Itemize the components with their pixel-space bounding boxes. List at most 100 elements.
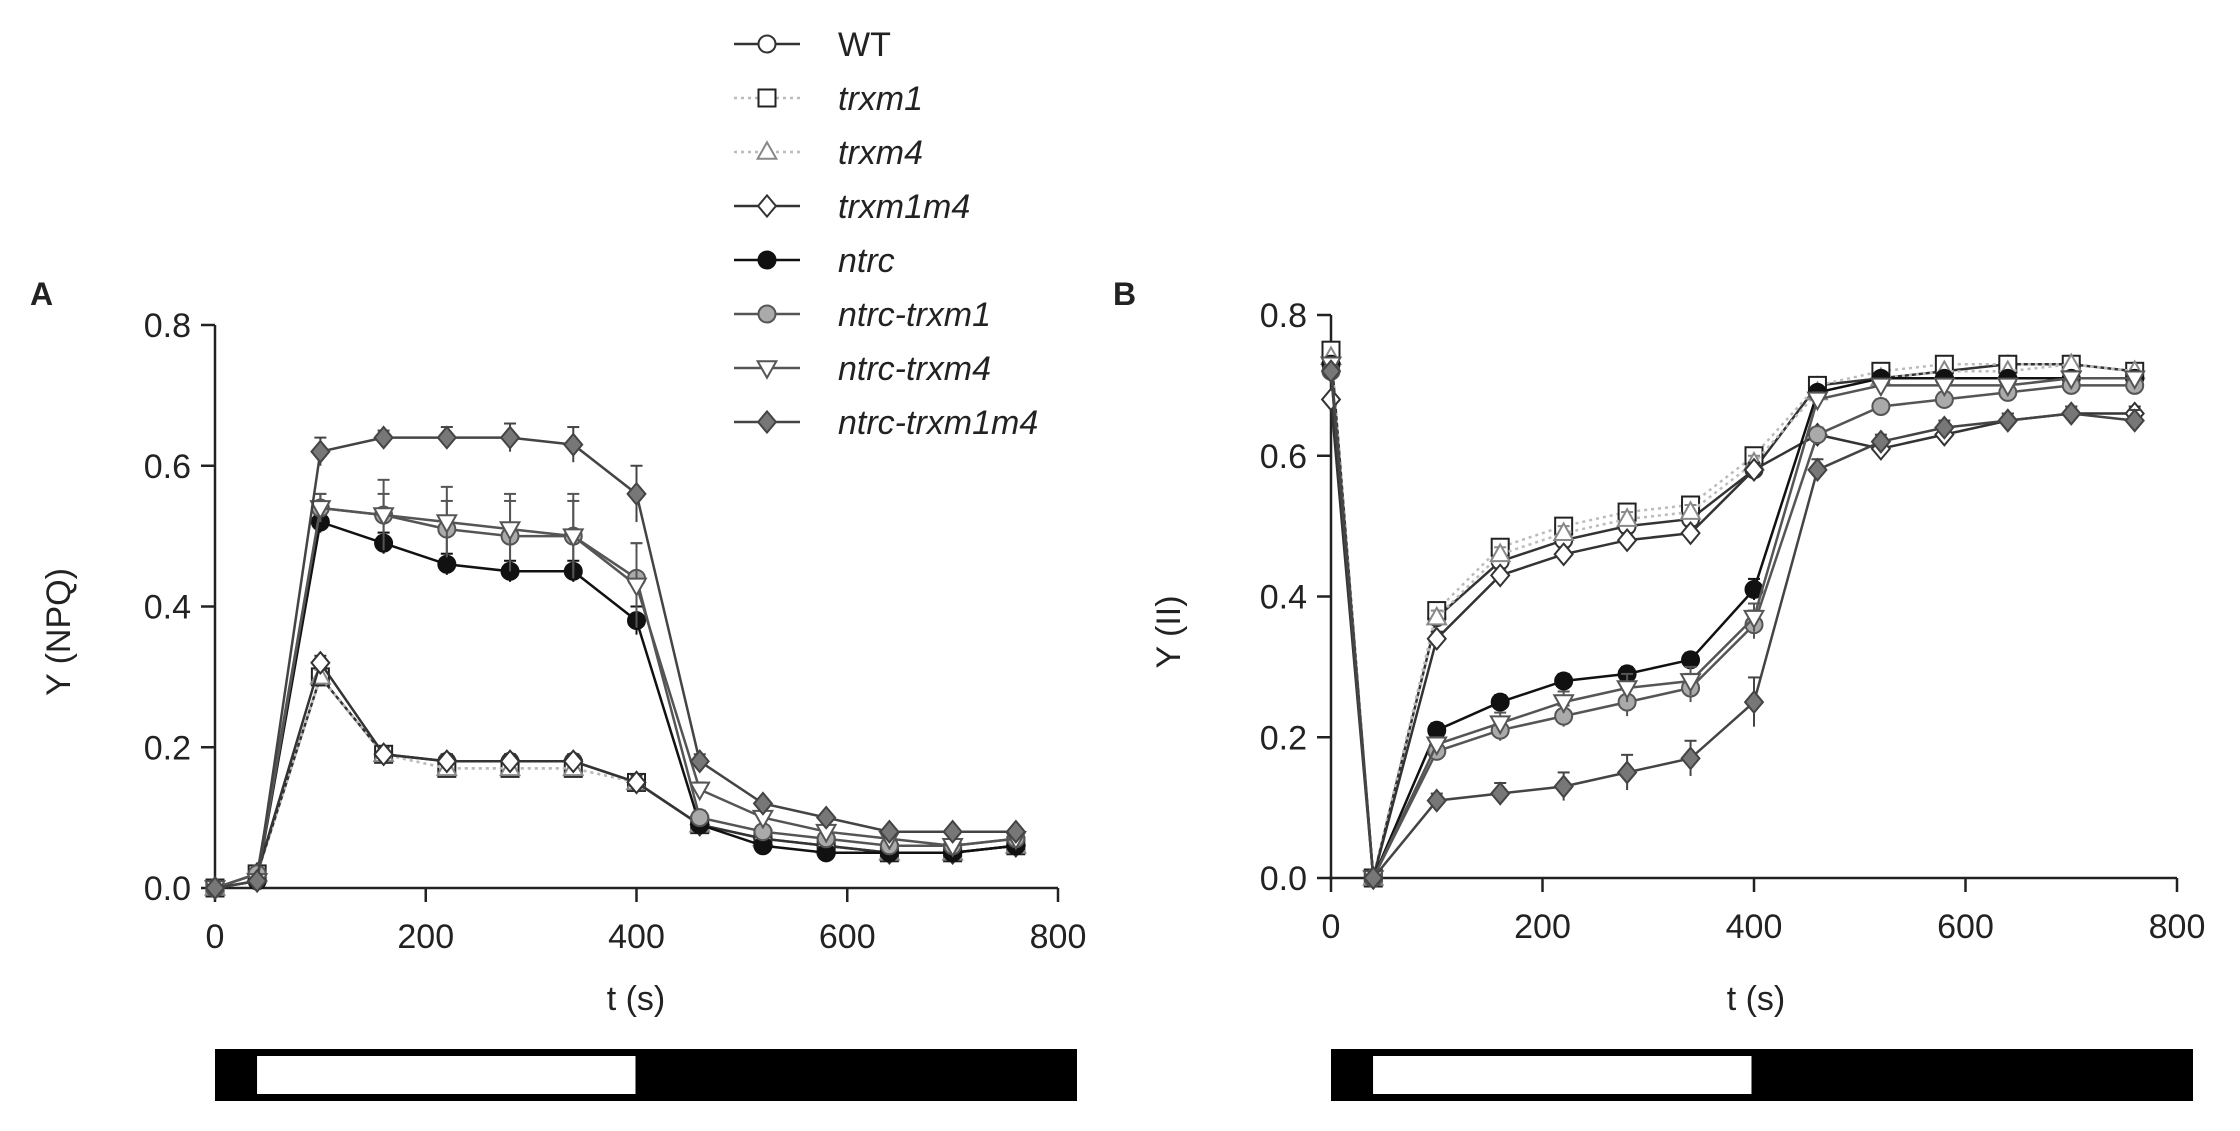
data-point — [625, 577, 648, 598]
legend-label: ntrc-trxm1m4 — [838, 404, 1038, 442]
data-point — [309, 500, 332, 520]
x-tick-label: 600 — [1937, 908, 1994, 946]
series-line — [1329, 350, 2135, 879]
data-point — [1807, 425, 1827, 445]
y-tick-label: 0.6 — [1260, 438, 1307, 476]
data-point — [2123, 370, 2146, 391]
data-point — [879, 819, 900, 844]
data-point — [688, 781, 711, 802]
data-point — [1426, 626, 1447, 651]
data-point — [1489, 563, 1511, 588]
y-tick-label: 0.4 — [1260, 579, 1307, 617]
data-point — [1680, 520, 1701, 546]
data-point — [373, 425, 394, 450]
data-point — [1489, 781, 1511, 806]
legend-marker — [756, 193, 778, 219]
series-ntrc-trxm1m4 — [1320, 359, 2145, 891]
data-point — [1552, 521, 1575, 541]
data-point — [815, 805, 837, 830]
data-point — [1425, 605, 1448, 626]
panel-letter-b: B — [1113, 276, 1136, 312]
legend-item-trxm4: trxm4 — [734, 134, 923, 172]
data-point — [1552, 694, 1575, 714]
legend-marker — [757, 250, 777, 270]
series-line — [1329, 357, 2135, 879]
data-point — [562, 528, 585, 548]
panel-a-xlabel: t (s) — [607, 980, 666, 1018]
legend-label: trxm1m4 — [838, 188, 970, 226]
data-point — [498, 521, 522, 541]
x-tick-label: 200 — [397, 918, 454, 956]
x-tick-label: 200 — [1514, 908, 1571, 946]
series-line — [214, 506, 1016, 890]
panel-letter-a: A — [30, 276, 53, 312]
y-tick-label: 0.8 — [1260, 297, 1307, 335]
data-point — [1616, 760, 1638, 785]
x-tick-label: 800 — [1030, 918, 1087, 956]
series-trxm4 — [203, 665, 1027, 896]
series-ntrc — [1321, 354, 2145, 888]
data-point — [689, 749, 710, 774]
legend-marker — [757, 304, 777, 324]
legend-item-ntrc: ntrc — [734, 242, 895, 280]
data-point — [373, 742, 394, 767]
data-point — [310, 650, 331, 675]
legend-item-wt: WT — [734, 26, 891, 64]
series-line — [1329, 371, 2135, 883]
data-point — [626, 770, 647, 795]
panel-b-light-bar — [1331, 1049, 2193, 1101]
data-point — [1679, 673, 1702, 693]
series-line — [214, 520, 1016, 890]
panel-b-xlabel: t (s) — [1727, 980, 1786, 1018]
light-period — [1373, 1056, 1752, 1094]
series-ntrc-trxm1 — [1321, 361, 2145, 888]
y-tick-label: 0.6 — [144, 448, 191, 486]
data-point — [1616, 680, 1639, 700]
series-line — [1329, 350, 2135, 879]
legend-item-trxm1: trxm1 — [734, 80, 923, 118]
data-point — [435, 514, 458, 534]
series-wt — [205, 667, 1026, 898]
y-tick-label: 0.0 — [1260, 860, 1307, 898]
legend-item-trxm1m4: trxm1m4 — [734, 188, 970, 226]
data-point — [1743, 457, 1765, 483]
series-ntrc-trxm1 — [205, 492, 1026, 898]
y-tick-label: 0.4 — [144, 589, 191, 627]
panel-a-light-bar — [215, 1049, 1077, 1101]
data-point — [437, 554, 457, 574]
y-tick-label: 0.2 — [144, 729, 191, 767]
data-point — [1490, 692, 1510, 712]
data-point — [1554, 671, 1574, 691]
data-point — [563, 432, 584, 457]
y-tick-label: 0.8 — [144, 307, 191, 345]
legend-marker — [755, 360, 779, 380]
series-ntrc-trxm4 — [1319, 356, 2146, 890]
data-point — [2061, 401, 2082, 426]
legend-marker — [757, 88, 777, 108]
data-point — [1871, 396, 1891, 416]
panel-b-ylabel: Y (II) — [1150, 595, 1188, 668]
light-period — [257, 1056, 636, 1094]
data-point — [436, 749, 458, 774]
data-point — [1869, 377, 1892, 398]
data-point — [1553, 774, 1574, 799]
data-point — [1426, 788, 1447, 813]
legend-item-ntrc-trxm4: ntrc-trxm4 — [734, 350, 991, 388]
data-point — [1933, 377, 1956, 398]
data-point — [1320, 359, 1342, 384]
data-point — [1320, 387, 1342, 412]
legend-label: trxm4 — [838, 134, 923, 172]
legend-marker — [756, 409, 778, 435]
data-point — [1489, 542, 1512, 563]
data-point — [2060, 370, 2083, 391]
data-point — [563, 749, 584, 774]
data-point — [1807, 457, 1828, 483]
data-point — [1934, 415, 1955, 440]
data-point — [1870, 429, 1892, 454]
series-ntrc-trxm1m4 — [204, 422, 1027, 901]
data-point — [310, 439, 331, 464]
data-point — [1616, 528, 1638, 553]
data-point — [1005, 819, 1027, 844]
series-line — [1329, 371, 2135, 882]
